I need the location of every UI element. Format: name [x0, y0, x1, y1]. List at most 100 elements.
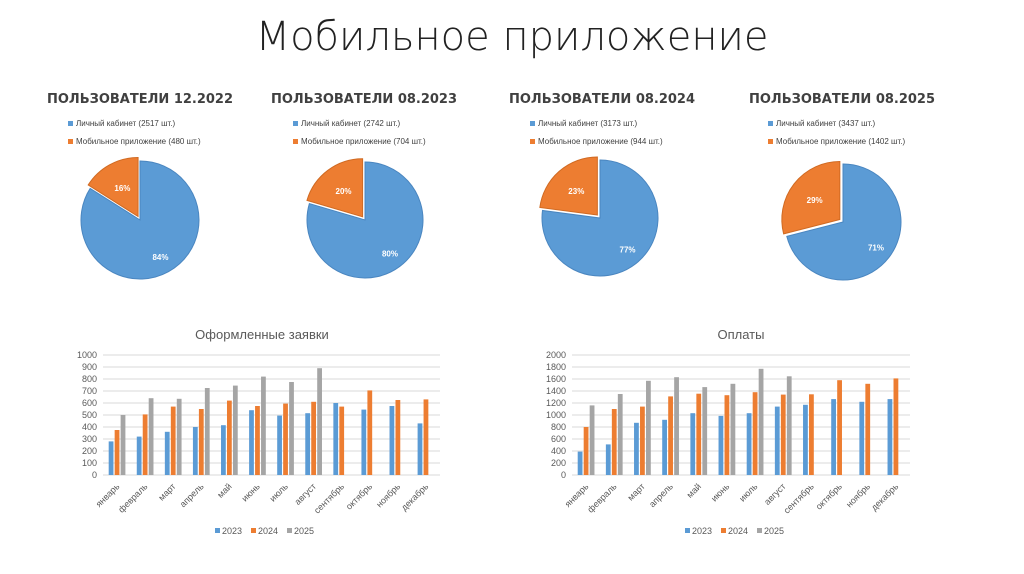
x-tick-label: март: [156, 481, 177, 502]
x-tick-label: февраль: [585, 481, 619, 515]
pie-slice-mobile: [781, 161, 841, 235]
bar-2023: [361, 409, 367, 475]
bar-2023: [249, 410, 254, 475]
y-tick-label: 600: [551, 434, 566, 444]
bar-2024: [114, 430, 120, 475]
bar-2025: [176, 398, 182, 475]
bar-2023: [192, 427, 198, 475]
y-tick-label: 1400: [546, 386, 566, 396]
data-label: 20%: [336, 187, 352, 196]
bar-2024: [696, 393, 702, 475]
bar-2023: [389, 406, 395, 475]
bar-2024: [423, 399, 429, 475]
bar-2023: [333, 403, 339, 475]
bar-2023: [887, 399, 893, 475]
legend-cabinet: Личный кабинет (2742 шт.): [293, 119, 400, 128]
legend-label: Личный кабинет (3437 шт.): [776, 119, 876, 128]
bar-2024: [640, 406, 645, 475]
x-tick-label: декабрь: [399, 481, 431, 513]
bar-2025: [702, 387, 708, 475]
y-tick-label: 400: [551, 446, 566, 456]
legend-mobile: Мобильное приложение (1402 шт.): [768, 137, 905, 146]
legend-swatch: [215, 528, 220, 533]
bar-2024: [837, 380, 842, 475]
bar-2024: [724, 395, 730, 475]
bar-2024: [780, 394, 786, 475]
pie-slice-mobile: [539, 156, 598, 216]
bar-2023: [221, 425, 226, 475]
y-tick-label: 400: [82, 422, 97, 432]
bar-2024: [283, 403, 288, 475]
y-tick-label: 1000: [77, 350, 97, 360]
bar-2024: [865, 383, 871, 475]
legend-swatch: [251, 528, 256, 533]
pie-slice-cabinet: [786, 163, 902, 281]
y-tick-label: 500: [82, 410, 97, 420]
bar-2023: [136, 436, 142, 475]
bar-2023: [774, 406, 780, 475]
pie-slice-mobile: [87, 156, 139, 218]
bar-2023: [277, 415, 282, 475]
legend-label: Мобильное приложение (1402 шт.): [776, 137, 906, 146]
y-tick-label: 0: [561, 470, 566, 480]
bar-2024: [395, 400, 401, 475]
x-tick-label: июль: [737, 481, 760, 504]
data-label: 84%: [152, 253, 168, 262]
y-tick-label: 100: [82, 458, 97, 468]
bar-2023: [577, 451, 583, 475]
pie-slice-cabinet: [541, 159, 659, 277]
bar-2025: [674, 377, 679, 475]
legend-label: 2023: [692, 526, 712, 536]
bar-2023: [803, 404, 808, 475]
bar-2025: [148, 398, 154, 475]
bar-2025: [730, 383, 736, 475]
y-tick-label: 800: [82, 374, 97, 384]
pie-3: 23% 77%: [539, 156, 659, 277]
legend-label: Мобильное приложение (480 шт.): [76, 137, 201, 146]
bar-2024: [367, 390, 373, 475]
pie-slice-cabinet: [306, 161, 424, 279]
legend-cabinet: Личный кабинет (2517 шт.): [68, 119, 175, 128]
bar-2024: [809, 394, 814, 475]
page-title: Мобильное приложение: [255, 14, 769, 60]
bar-2025: [204, 388, 210, 475]
x-tick-label: июль: [268, 481, 291, 504]
bar-2024: [198, 409, 204, 475]
bar-2025: [261, 376, 266, 475]
bar-2025: [617, 394, 623, 475]
legend-swatch: [287, 528, 292, 533]
legend-swatch: [721, 528, 726, 533]
y-tick-label: 700: [82, 386, 97, 396]
pie-slice-cabinet: [80, 160, 200, 280]
pie-4: 29% 71%: [781, 161, 902, 281]
pie-title: ПОЛЬЗОВАТЕЛИ 08.2025: [748, 92, 936, 107]
legend-label: Мобильное приложение (704 шт.): [301, 137, 426, 146]
bar-chart-1: 0 100 200 300 400 500 600 700 800 900 1000 январьфе…: [77, 350, 440, 536]
bar-2023: [108, 441, 114, 475]
x-tick-label: март: [626, 481, 647, 502]
bar-2023: [305, 413, 311, 475]
bar-2024: [170, 406, 176, 475]
legend-mobile: Мобильное приложение (944 шт.): [530, 137, 663, 146]
bar-2024: [611, 409, 617, 475]
x-tick-label: май: [685, 481, 704, 500]
bar-2024: [893, 378, 899, 475]
bar-2025: [289, 382, 294, 475]
data-label: 29%: [807, 196, 823, 205]
bar-2024: [311, 401, 317, 475]
bar-2023: [662, 419, 667, 475]
x-tick-label: январь: [563, 481, 591, 509]
bar-2023: [634, 422, 639, 475]
y-tick-label: 1000: [546, 410, 566, 420]
y-tick-label: 1600: [546, 374, 566, 384]
x-tick-label: январь: [94, 481, 122, 509]
legend-label: Личный кабинет (3173 шт.): [538, 119, 638, 128]
pie-title: ПОЛЬЗОВАТЕЛИ 08.2023: [270, 92, 458, 107]
bar-2023: [831, 399, 836, 475]
data-label: 71%: [868, 244, 884, 253]
x-tick-label: декабрь: [869, 481, 901, 513]
legend-label: 2023: [222, 526, 242, 536]
y-tick-label: 1200: [546, 398, 566, 408]
y-tick-label: 300: [82, 434, 97, 444]
x-tick-label: апрель: [178, 481, 206, 509]
